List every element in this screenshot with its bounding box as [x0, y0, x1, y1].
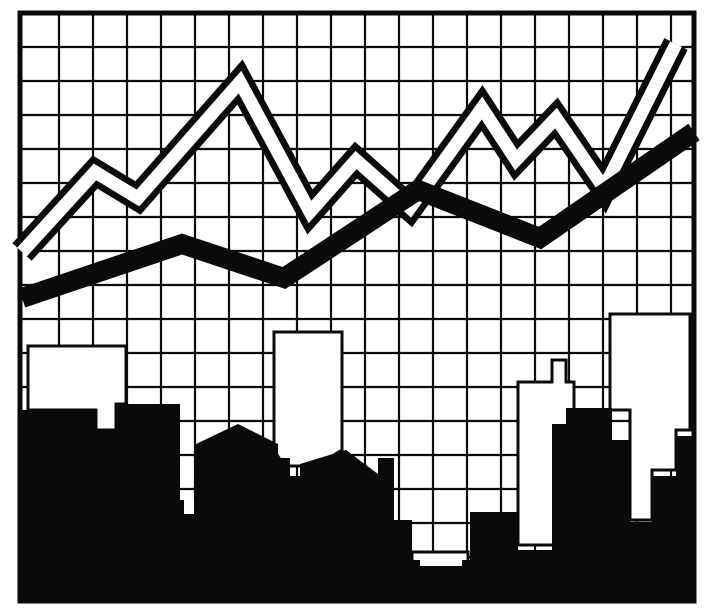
black-skyline-silhouette — [20, 404, 694, 601]
white-building-center — [272, 330, 344, 468]
thick-black-line — [18, 123, 700, 308]
white-outlined-line — [12, 38, 688, 261]
window-accents — [184, 500, 462, 566]
